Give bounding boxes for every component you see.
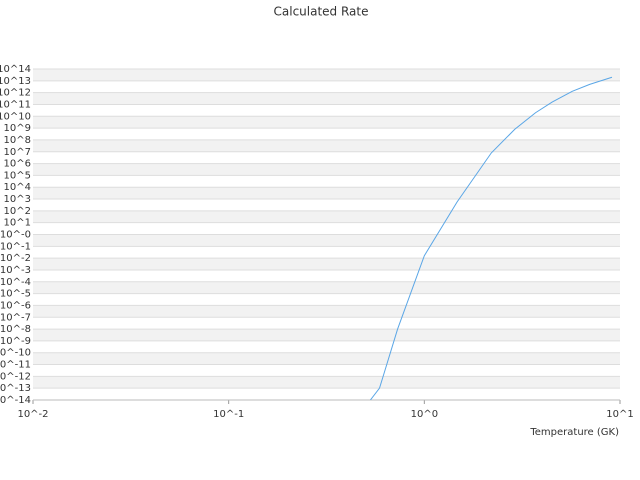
- grid-band: [33, 139, 620, 152]
- y-tick-label: 10^-8: [0, 324, 31, 335]
- y-tick-label: 10^-13: [0, 383, 31, 394]
- y-tick-label: 10^13: [0, 76, 31, 87]
- y-tick-label: 10^-5: [0, 289, 31, 300]
- y-tick-label: 10^2: [4, 206, 31, 217]
- grid-band: [33, 388, 620, 400]
- y-tick-label: 10^8: [4, 135, 31, 146]
- y-tick-label: 10^7: [4, 147, 31, 158]
- chart-title: Calculated Rate: [274, 5, 369, 19]
- grid-band: [33, 269, 620, 282]
- y-tick-label: 10^12: [0, 88, 31, 99]
- grid-band: [33, 222, 620, 235]
- y-tick-label: 10^5: [4, 170, 31, 181]
- grid-band: [33, 151, 620, 164]
- grid-band: [33, 317, 620, 330]
- x-tick-label: 10^1: [606, 409, 633, 420]
- grid-band: [33, 175, 620, 188]
- grid-band: [33, 80, 620, 93]
- grid-band: [33, 293, 620, 306]
- data-line: [369, 76, 613, 400]
- grid-band: [33, 69, 620, 81]
- grid-band: [33, 92, 620, 105]
- y-tick-label: 10^11: [0, 99, 31, 110]
- y-tick-label: 10^6: [4, 159, 31, 170]
- y-tick-label: 10^1: [4, 218, 31, 229]
- y-tick-label: 10^10: [0, 111, 31, 122]
- grid-band: [33, 376, 620, 389]
- y-tick-label: 10^-10: [0, 348, 31, 359]
- grid-band: [33, 163, 620, 176]
- x-tick-label: 10^-1: [213, 409, 244, 420]
- y-tick-label: 10^-2: [0, 253, 31, 264]
- grid-band: [33, 305, 620, 318]
- grid-band: [33, 364, 620, 377]
- grid-band: [33, 187, 620, 200]
- grid-band: [33, 340, 620, 353]
- y-tick-label: 10^3: [4, 194, 31, 205]
- x-axis-label: Temperature (GK): [529, 427, 619, 438]
- x-tick-label: 10^0: [411, 409, 438, 420]
- y-tick-label: 10^-4: [0, 277, 31, 288]
- y-tick-label: 10^-9: [0, 336, 31, 347]
- grid-band: [33, 104, 620, 117]
- y-tick-label: 10^4: [4, 182, 31, 193]
- grid-band: [33, 281, 620, 294]
- y-tick-label: 10^-12: [0, 371, 31, 382]
- y-tick-label: 10^-1: [0, 241, 31, 252]
- grid-band: [33, 128, 620, 140]
- grid-band: [33, 246, 620, 259]
- grid-band: [33, 210, 620, 223]
- grid-band: [33, 234, 620, 247]
- y-tick-label: 10^14: [0, 64, 31, 75]
- grid-band: [33, 258, 620, 270]
- y-tick-label: 10^-6: [0, 300, 31, 311]
- y-tick-label: 10^-0: [0, 230, 31, 241]
- y-tick-label: 10^-7: [0, 312, 31, 323]
- y-tick-label: 10^-11: [0, 360, 31, 371]
- y-tick-label: 10^-3: [0, 265, 31, 276]
- grid-band: [33, 116, 620, 129]
- x-tick-label: 10^-2: [17, 409, 48, 420]
- grid-band: [33, 199, 620, 211]
- y-tick-label: 10^-14: [0, 395, 31, 406]
- grid-band: [33, 352, 620, 365]
- grid-band: [33, 329, 620, 341]
- y-tick-label: 10^9: [4, 123, 31, 134]
